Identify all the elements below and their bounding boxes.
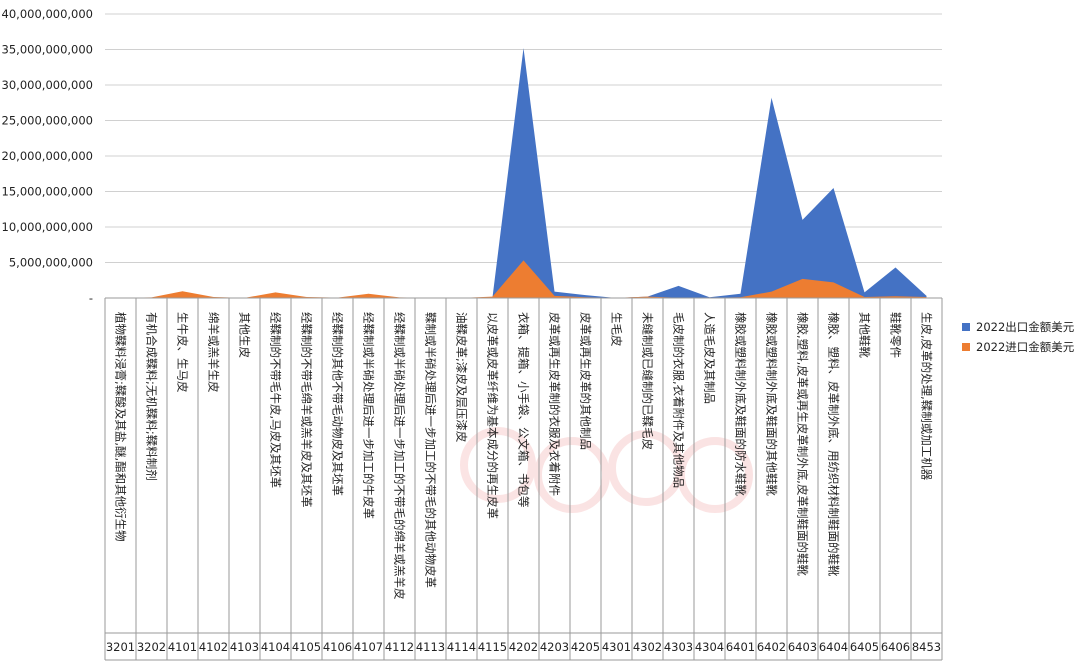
category-code: 6402: [757, 640, 786, 654]
category-label: 鞣制或半硝处理后进一步加工的不带毛的其他动物皮革: [424, 312, 438, 588]
category-label: 绵羊或羔羊生皮: [207, 312, 221, 393]
category-label: 以皮革或皮革纤维为基本成分的再生皮革: [486, 312, 500, 519]
legend-swatch-export: [962, 323, 970, 331]
category-label: 植物鞣料浸膏;鞣酸及其盐,醚,酯和其他衍生物: [114, 312, 128, 542]
category-label: 橡胶、塑料、皮革制外底、用纺织材料制鞋面的鞋靴: [827, 312, 841, 577]
category-code: 6403: [788, 640, 817, 654]
category-label: 橡胶或塑料制外底及鞋面的其他鞋靴: [765, 312, 779, 496]
category-label: 经鞣制或半硝处理后进一步加工的不带毛的绵羊或羔羊皮: [393, 312, 407, 600]
category-code: 4304: [695, 640, 724, 654]
category-label: 有机合成鞣料;无机鞣料;鞣料制剂: [145, 312, 159, 481]
category-code: 4203: [540, 640, 569, 654]
category-label: 经鞣制或半硝处理后进一步加工的牛皮革: [362, 312, 376, 519]
category-code: 4106: [323, 640, 352, 654]
category-code: 4205: [571, 640, 600, 654]
category-label: 皮革或再生皮革的其他制品: [579, 312, 593, 450]
legend-label-export: 2022出口金额美元: [976, 320, 1075, 334]
ytick-label: 10,000,000,000: [2, 220, 93, 234]
area-series-export: [120, 48, 927, 298]
category-label: 皮革或再生皮革制的衣服及衣着附件: [548, 312, 562, 496]
category-code: 4303: [664, 640, 693, 654]
category-code: 6401: [726, 640, 755, 654]
category-label: 其他生皮: [238, 312, 252, 358]
category-code: 4113: [416, 640, 445, 654]
category-code: 4104: [261, 640, 290, 654]
chart-legend: 2022出口金额美元 2022进口金额美元: [962, 317, 1077, 357]
category-code: 6405: [850, 640, 879, 654]
category-code: 4112: [385, 640, 414, 654]
category-label: 人造毛皮及其制品: [703, 312, 717, 404]
category-code: 4114: [447, 640, 476, 654]
category-label: 衣箱、提箱、小手袋、公文箱、书包等: [517, 312, 531, 508]
category-code: 6406: [881, 640, 910, 654]
category-label: 未缝制或已缝制的已鞣毛皮: [641, 312, 655, 450]
category-label: 经鞣制的不带毛绵羊或羔羊皮及其坯革: [300, 312, 314, 508]
category-code: 4105: [292, 640, 321, 654]
legend-label-import: 2022进口金额美元: [976, 340, 1075, 354]
category-label: 毛皮制的衣服,衣着附件及其他物品: [672, 312, 686, 488]
category-label: 生牛皮、生马皮: [176, 312, 190, 393]
category-label: 油鞣皮革;漆皮及层压漆皮: [455, 312, 469, 443]
ytick-label: 35,000,000,000: [2, 43, 93, 57]
category-label: 橡胶,塑料,皮革或再生皮革制外底,皮革制鞋面的鞋靴: [796, 312, 810, 576]
ytick-label: 40,000,000,000: [2, 7, 93, 21]
legend-item-export: 2022出口金额美元: [962, 317, 1077, 337]
category-label: 经鞣制的其他不带毛动物皮及其坯革: [331, 312, 345, 496]
category-code: 8453: [912, 640, 941, 654]
category-code: 4103: [230, 640, 259, 654]
legend-item-import: 2022进口金额美元: [962, 337, 1077, 357]
category-label: 鞋靴零件: [889, 312, 903, 358]
ytick-label: 20,000,000,000: [2, 149, 93, 163]
area-series-import: [120, 260, 927, 298]
legend-swatch-import: [962, 343, 970, 351]
ytick-label: 25,000,000,000: [2, 114, 93, 128]
ytick-label: -: [89, 291, 93, 305]
category-code: 4101: [168, 640, 197, 654]
category-code: 4202: [509, 640, 538, 654]
category-code: 3202: [137, 640, 166, 654]
category-label: 生皮,皮革的处理,鞣制或加工机器: [920, 312, 934, 481]
category-code: 4107: [354, 640, 383, 654]
ytick-label: 30,000,000,000: [2, 78, 93, 92]
category-code: 3201: [106, 640, 135, 654]
category-code: 6404: [819, 640, 848, 654]
watermark: [460, 427, 753, 513]
ytick-label: 15,000,000,000: [2, 185, 93, 199]
category-code: 4302: [633, 640, 662, 654]
ytick-label: 5,000,000,000: [9, 256, 93, 270]
category-label: 生毛皮: [610, 312, 624, 347]
category-code: 4102: [199, 640, 228, 654]
category-code: 4301: [602, 640, 631, 654]
category-label: 橡胶或塑料制外底及鞋面的防水鞋靴: [734, 312, 748, 496]
category-label: 其他鞋靴: [858, 312, 872, 358]
category-code: 4115: [478, 640, 507, 654]
category-label: 经鞣制的不带毛牛皮,马皮及其坯革: [269, 312, 283, 488]
